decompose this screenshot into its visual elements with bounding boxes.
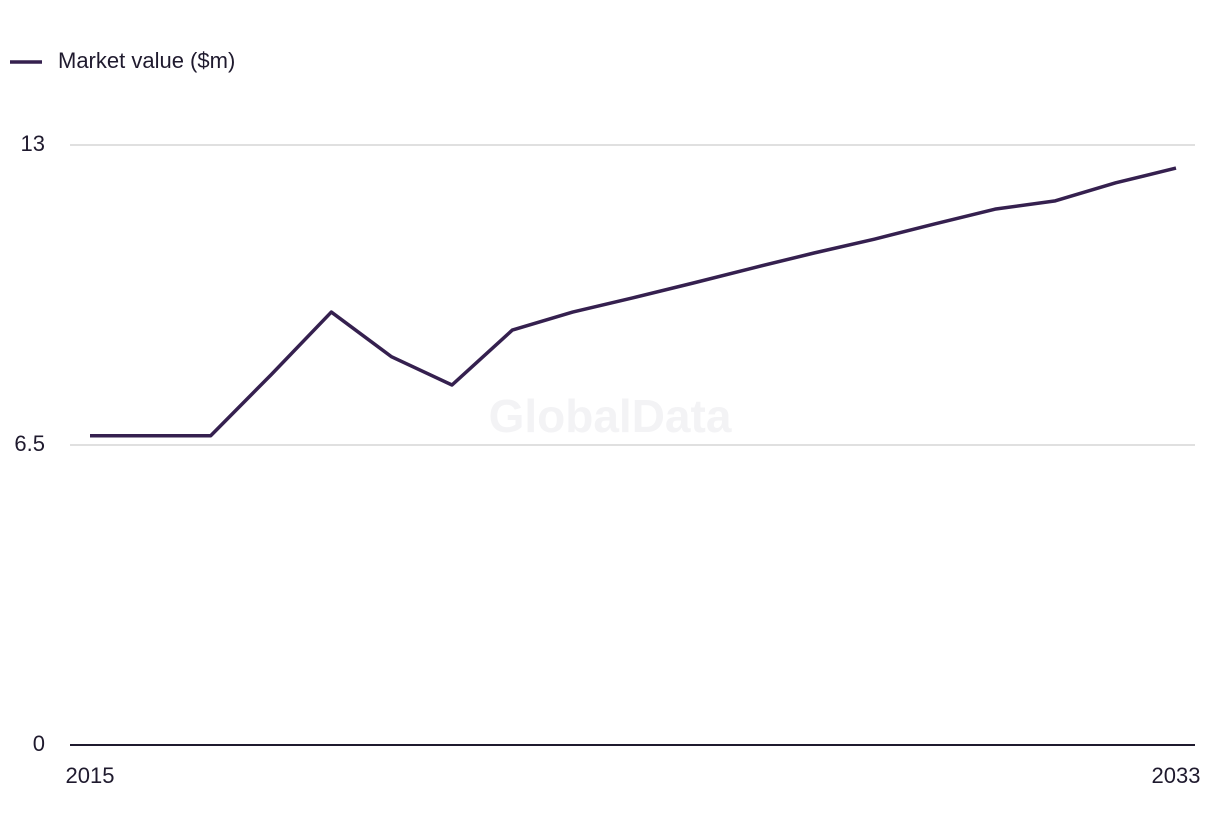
legend-label: Market value ($m) <box>58 48 235 73</box>
y-tick-label: 6.5 <box>14 431 45 456</box>
data-line <box>90 166 1177 438</box>
y-tick-label: 13 <box>21 131 45 156</box>
x-tick-label: 2015 <box>66 763 115 788</box>
watermark: GlobalData <box>489 390 732 442</box>
x-tick-label: 2033 <box>1152 763 1201 788</box>
y-tick-label: 0 <box>33 731 45 756</box>
